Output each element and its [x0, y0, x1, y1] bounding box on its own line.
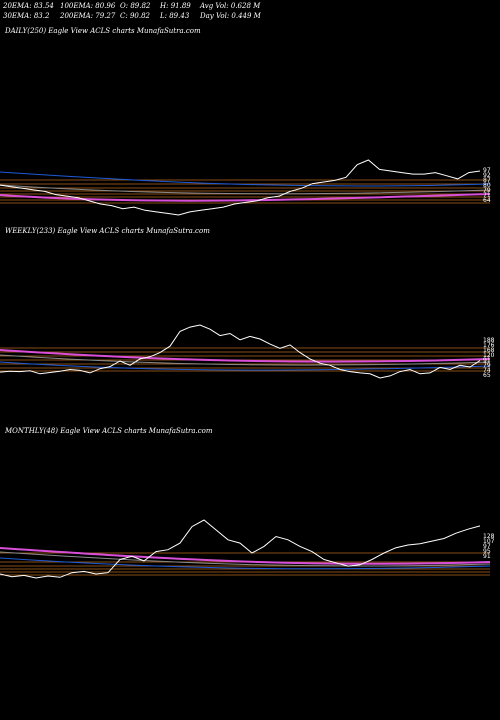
daily-level-label: 64 [483, 197, 491, 204]
avg-vol-stat: Avg Vol: 0.628 M [200, 2, 261, 10]
daily-ema-line [0, 184, 491, 195]
weekly-ema-line [0, 349, 491, 363]
daily-price-line [0, 159, 481, 216]
daily-panel-title: DAILY(250) Eagle View ACLS charts Munafa… [5, 27, 201, 35]
monthly-price-line [0, 519, 481, 579]
monthly-ema-line [0, 551, 491, 567]
daily-level-label: 80 [483, 182, 491, 189]
weekly-panel-title: WEEKLY(233) Eagle View ACLS charts Munaf… [5, 227, 210, 235]
weekly-level-label: 176 [483, 342, 495, 349]
daily-level-label: 92 [483, 172, 491, 179]
monthly-level-label: 97 [483, 543, 491, 550]
day-vol-stat: Day Vol: 0.449 M [200, 12, 261, 20]
weekly-level-label: 188 [483, 337, 495, 344]
daily-level-label: 87 [483, 177, 491, 184]
weekly-level-label: 168 [483, 347, 495, 354]
ema100-stat: 100EMA: 80.96 [60, 2, 116, 10]
monthly-ema-line [0, 557, 491, 570]
monthly-panel-title: MONTHLY(48) Eagle View ACLS charts Munaf… [5, 427, 213, 435]
weekly-level-label: 91 [483, 357, 491, 364]
ema30-stat: 30EMA: 83.2 [3, 12, 50, 20]
ema20-stat: 20EMA: 83.54 [3, 2, 54, 10]
monthly-ema-line [0, 547, 491, 565]
daily-level-label: 97 [483, 167, 491, 174]
weekly-level-label: 65 [483, 372, 491, 379]
open-stat: O: 89.82 [120, 2, 151, 10]
daily-ema-line [0, 171, 491, 187]
weekly-ema-line [0, 361, 491, 371]
monthly-level-label: 128 [483, 533, 495, 540]
weekly-level-label: 120 [483, 352, 495, 359]
low-stat: L: 89.43 [160, 12, 190, 20]
daily-level-label: 79 [483, 187, 491, 194]
daily-ema-line [0, 193, 491, 202]
weekly-level-label: 74 [483, 367, 491, 374]
weekly-ema-line [0, 354, 491, 366]
monthly-level-label: 107 [483, 538, 495, 545]
monthly-level-label: 95 [483, 548, 491, 555]
weekly-level-label: 79 [483, 362, 491, 369]
close-stat: C: 90.82 [120, 12, 150, 20]
ema200-stat: 200EMA: 79.27 [60, 12, 116, 20]
daily-level-label: 71 [483, 192, 491, 199]
high-stat: H: 91.89 [160, 2, 191, 10]
weekly-price-line [0, 324, 481, 379]
monthly-level-label: 91 [483, 553, 491, 560]
